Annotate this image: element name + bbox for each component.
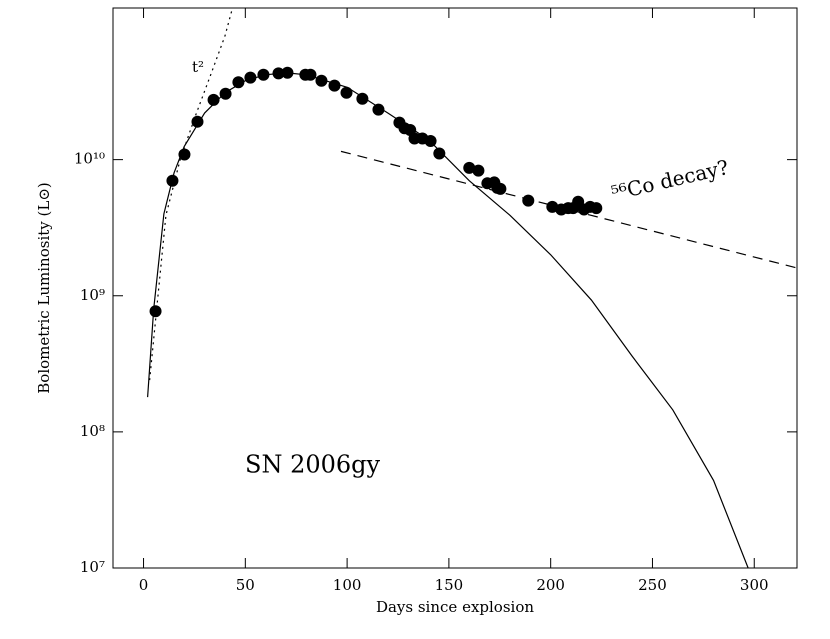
data-point: [472, 164, 485, 177]
annotation: SN 2006gy: [245, 451, 381, 479]
x-tick-label: 150: [435, 576, 464, 594]
y-axis-label: Bolometric Luminosity (L⊙): [35, 182, 53, 393]
x-tick-label: 200: [536, 576, 565, 594]
data-point: [494, 182, 507, 195]
data-point: [372, 103, 385, 116]
data-point: [522, 194, 535, 207]
data-point: [272, 67, 285, 80]
x-tick-label: 50: [236, 576, 255, 594]
y-tick-label: 10⁸: [80, 422, 105, 440]
plot-frame: [112, 7, 798, 569]
data-point: [166, 174, 179, 187]
data-point: [315, 74, 328, 87]
data-point: [590, 202, 603, 215]
data-point: [356, 92, 369, 105]
data-point: [244, 71, 257, 84]
x-tick-label: 100: [333, 576, 362, 594]
curve: [149, 8, 234, 381]
x-axis-label: Days since explosion: [376, 598, 534, 616]
data-point: [257, 68, 270, 81]
data-point: [219, 87, 232, 100]
y-tick-label: 10¹⁰: [74, 150, 105, 168]
y-tick-label: 10⁹: [80, 286, 105, 304]
data-point: [178, 148, 191, 161]
data-point: [281, 66, 294, 79]
data-point: [304, 68, 317, 81]
data-point: [340, 86, 353, 99]
data-point: [463, 161, 476, 174]
y-tick-label: 10⁷: [80, 558, 105, 576]
data-point: [433, 147, 446, 160]
x-tick-label: 300: [740, 576, 769, 594]
curve: [340, 150, 797, 269]
curve: [147, 72, 749, 568]
data-point: [191, 115, 204, 128]
annotation: ⁵⁶Co decay?: [609, 155, 731, 205]
x-tick-label: 250: [638, 576, 667, 594]
annotation: t²: [192, 58, 204, 76]
plot-area: [147, 8, 797, 568]
data-point: [149, 305, 162, 318]
data-point: [328, 79, 341, 92]
x-tick-label: 0: [139, 576, 149, 594]
data-point: [424, 135, 437, 148]
data-point: [207, 93, 220, 106]
data-point: [232, 76, 245, 89]
